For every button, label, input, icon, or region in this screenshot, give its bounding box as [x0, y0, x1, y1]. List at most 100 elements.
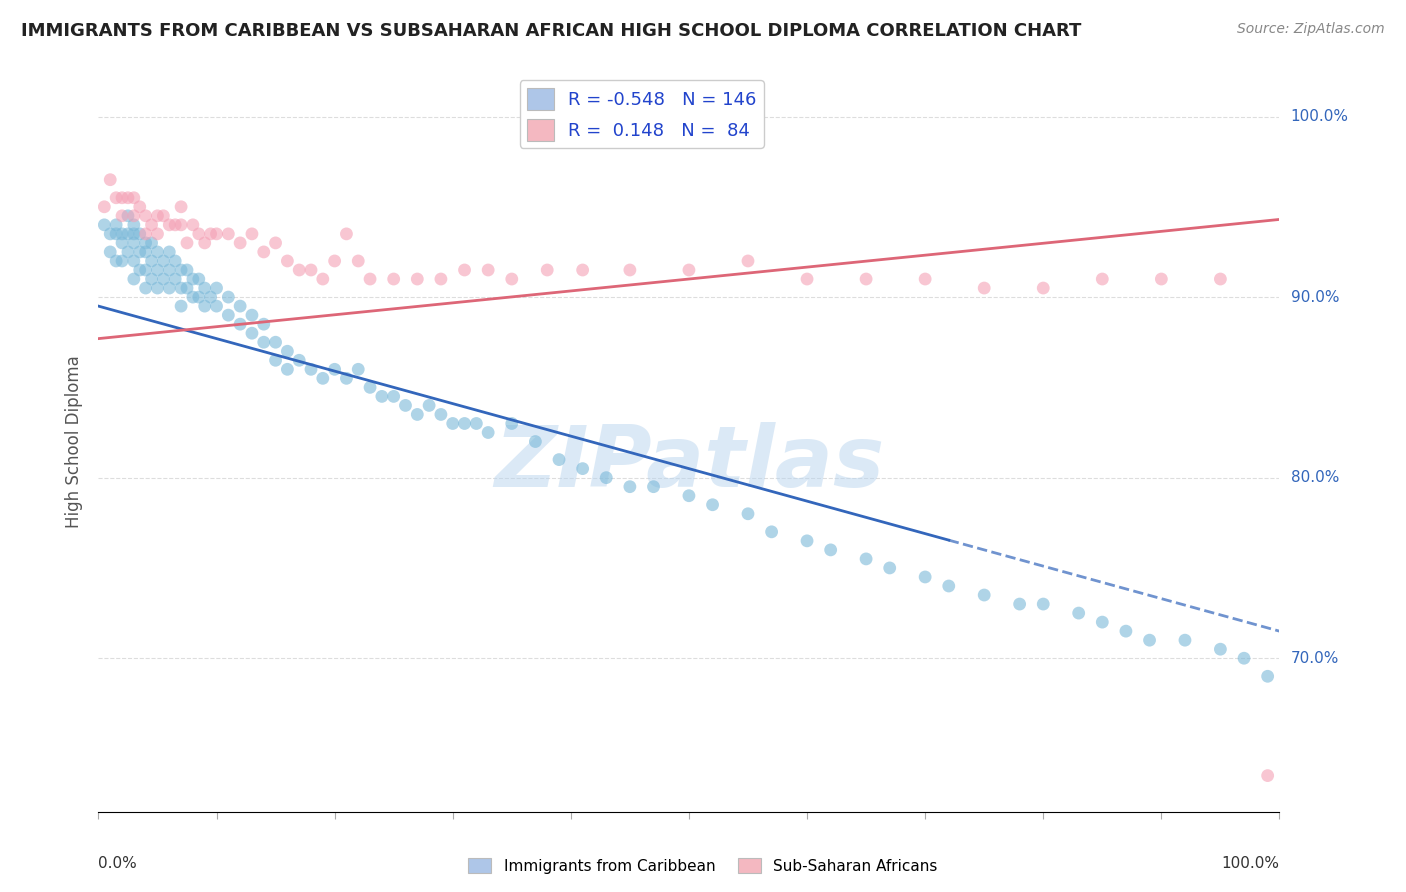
Point [176, 263, 198, 277]
Point [105, 218, 128, 232]
Y-axis label: High School Diploma: High School Diploma [65, 355, 83, 528]
Point [571, 461, 593, 475]
Point [253, 244, 276, 259]
Point [176, 235, 198, 250]
Point [761, 524, 783, 539]
Point [1115, 624, 1137, 639]
Point [200, 290, 222, 304]
Point [205, 227, 228, 241]
Point [128, 200, 150, 214]
Point [595, 470, 617, 484]
Point [1257, 669, 1279, 683]
Point [879, 561, 901, 575]
Point [141, 235, 163, 250]
Point [288, 353, 311, 368]
Point [406, 408, 429, 422]
Point [453, 263, 475, 277]
Point [93, 218, 115, 232]
Point [240, 227, 263, 241]
Point [111, 235, 134, 250]
Point [128, 227, 150, 241]
Point [117, 191, 139, 205]
Point [117, 227, 139, 241]
Point [146, 281, 169, 295]
Text: 100.0%: 100.0% [1291, 109, 1348, 124]
Point [146, 263, 169, 277]
Point [194, 281, 217, 295]
Point [323, 362, 346, 376]
Point [181, 218, 204, 232]
Text: Source: ZipAtlas.com: Source: ZipAtlas.com [1237, 22, 1385, 37]
Point [141, 272, 163, 286]
Point [187, 227, 209, 241]
Point [536, 263, 558, 277]
Point [914, 570, 936, 584]
Point [276, 344, 298, 359]
Point [98, 227, 121, 241]
Point [229, 317, 252, 331]
Point [217, 308, 239, 322]
Point [240, 308, 263, 322]
Point [157, 263, 180, 277]
Point [122, 218, 145, 232]
Point [264, 335, 287, 350]
Point [135, 244, 157, 259]
Point [1150, 272, 1173, 286]
Text: 100.0%: 100.0% [1222, 856, 1279, 871]
Point [105, 191, 128, 205]
Point [1091, 272, 1114, 286]
Point [117, 244, 139, 259]
Point [135, 209, 157, 223]
Point [1209, 642, 1232, 657]
Point [165, 218, 187, 232]
Point [855, 272, 877, 286]
Point [111, 191, 134, 205]
Legend: R = -0.548   N = 146, R =  0.148   N =  84: R = -0.548 N = 146, R = 0.148 N = 84 [520, 80, 763, 148]
Point [205, 299, 228, 313]
Point [146, 244, 169, 259]
Point [165, 254, 187, 268]
Point [973, 281, 995, 295]
Point [406, 272, 429, 286]
Point [264, 235, 287, 250]
Point [128, 263, 150, 277]
Point [194, 299, 217, 313]
Point [122, 254, 145, 268]
Point [229, 299, 252, 313]
Point [477, 425, 499, 440]
Point [796, 533, 818, 548]
Point [619, 263, 641, 277]
Point [382, 272, 405, 286]
Point [312, 371, 335, 385]
Text: 90.0%: 90.0% [1291, 290, 1339, 304]
Point [105, 254, 128, 268]
Point [135, 235, 157, 250]
Point [111, 209, 134, 223]
Point [737, 254, 759, 268]
Point [501, 417, 523, 431]
Point [477, 263, 499, 277]
Point [157, 244, 180, 259]
Point [122, 209, 145, 223]
Point [335, 227, 357, 241]
Point [737, 507, 759, 521]
Point [135, 263, 157, 277]
Point [253, 317, 276, 331]
Point [170, 218, 193, 232]
Point [141, 254, 163, 268]
Point [93, 200, 115, 214]
Point [323, 254, 346, 268]
Point [796, 272, 818, 286]
Point [820, 542, 842, 557]
Point [135, 227, 157, 241]
Point [524, 434, 547, 449]
Text: 70.0%: 70.0% [1291, 651, 1339, 665]
Point [938, 579, 960, 593]
Point [170, 263, 193, 277]
Point [288, 263, 311, 277]
Point [430, 408, 453, 422]
Point [1008, 597, 1031, 611]
Point [855, 552, 877, 566]
Point [181, 272, 204, 286]
Point [347, 254, 370, 268]
